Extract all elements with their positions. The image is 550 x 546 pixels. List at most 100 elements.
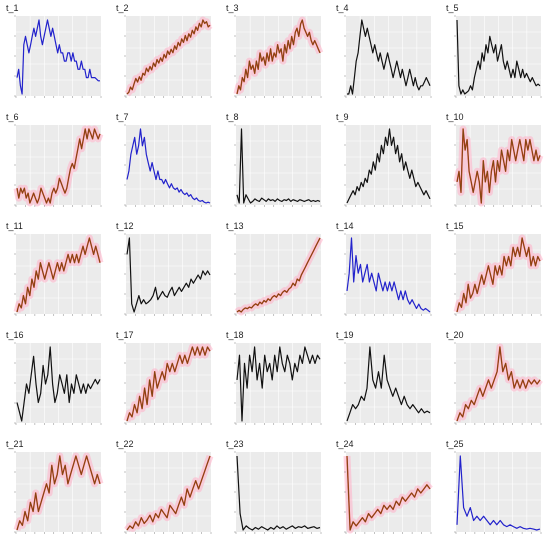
plot-area (124, 451, 214, 534)
panel-title: t_18 (226, 330, 244, 340)
panel-title: t_3 (226, 3, 239, 13)
panel-title: t_12 (116, 221, 134, 231)
panel-t_17: t_17 (110, 327, 220, 436)
plot-area (14, 342, 102, 425)
plot-area (453, 233, 544, 316)
series-line (456, 128, 541, 204)
plot-area (13, 451, 104, 534)
plot-area (234, 124, 322, 207)
series-line (346, 346, 431, 422)
panel-title: t_21 (6, 439, 24, 449)
panel-t_7: t_7 (110, 109, 220, 218)
series-line (236, 237, 321, 313)
panel-t_6: t_6 (0, 109, 110, 218)
plot-area (234, 451, 322, 534)
panel-title: t_11 (6, 221, 23, 231)
panel-title: t_23 (226, 439, 244, 449)
plot-area (124, 15, 213, 98)
plot-area (343, 451, 433, 534)
series-line (16, 455, 101, 531)
panel-t_14: t_14 (330, 218, 440, 327)
panel-t_20: t_20 (440, 327, 550, 436)
panel-title: t_4 (336, 3, 349, 13)
series-line (126, 19, 211, 95)
plot-area (453, 342, 543, 425)
panel-t_8: t_8 (220, 109, 330, 218)
panel-t_3: t_3 (220, 0, 330, 109)
panel-t_19: t_19 (330, 327, 440, 436)
panel-t_21: t_21 (0, 436, 110, 545)
panel-title: t_10 (446, 112, 464, 122)
panel-title: t_17 (116, 330, 134, 340)
plot-area (453, 124, 544, 207)
panel-title: t_25 (446, 439, 464, 449)
plot-area (344, 233, 432, 316)
panel-t_13: t_13 (220, 218, 330, 327)
series-line (456, 19, 541, 95)
series-line (236, 455, 321, 531)
plot-area (13, 124, 104, 207)
series-line (346, 128, 431, 204)
series-line (16, 19, 100, 95)
panel-title: t_13 (226, 221, 244, 231)
plot-area (233, 15, 324, 98)
plot-area (124, 124, 212, 207)
series-line (126, 455, 211, 531)
panel-title: t_14 (336, 221, 354, 231)
panel-t_24: t_24 (330, 436, 440, 545)
panel-title: t_16 (6, 330, 24, 340)
plot-area (124, 233, 212, 316)
plot-area (344, 124, 432, 207)
panel-t_18: t_18 (220, 327, 330, 436)
panel-t_2: t_2 (110, 0, 220, 109)
panel-title: t_6 (6, 112, 19, 122)
panel-title: t_5 (446, 3, 459, 13)
panel-title: t_2 (116, 3, 129, 13)
plot-area (454, 15, 542, 98)
panel-title: t_8 (226, 112, 239, 122)
panel-title: t_22 (116, 439, 134, 449)
series-line (236, 128, 321, 204)
plot-area (234, 233, 324, 316)
panel-title: t_20 (446, 330, 464, 340)
series-line (16, 346, 101, 422)
series-line (236, 346, 321, 422)
panel-t_16: t_16 (0, 327, 110, 436)
series-line (456, 346, 541, 422)
plot-area (13, 233, 104, 316)
panel-title: t_7 (116, 112, 129, 122)
series-line (456, 237, 541, 313)
panel-t_1: t_1 (0, 0, 110, 109)
panel-t_11: t_11 (0, 218, 110, 327)
series-line (16, 237, 101, 313)
series-line (236, 19, 321, 95)
panel-t_15: t_15 (440, 218, 550, 327)
panel-t_12: t_12 (110, 218, 220, 327)
series-line (456, 455, 541, 531)
panel-t_10: t_10 (440, 109, 550, 218)
panel-title: t_19 (336, 330, 354, 340)
panel-title: t_9 (336, 112, 349, 122)
panel-t_23: t_23 (220, 436, 330, 545)
panel-title: t_15 (446, 221, 464, 231)
panel-t_25: t_25 (440, 436, 550, 545)
panel-title: t_1 (6, 3, 19, 13)
series-line (16, 128, 101, 204)
series-line (346, 237, 431, 313)
panel-t_22: t_22 (110, 436, 220, 545)
panel-t_4: t_4 (330, 0, 440, 109)
plot-area (14, 15, 102, 98)
plot-area (454, 451, 542, 534)
plot-area (344, 15, 432, 98)
series-line (347, 19, 431, 95)
plot-area (344, 342, 432, 425)
panel-title: t_24 (336, 439, 354, 449)
panel-t_5: t_5 (440, 0, 550, 109)
series-line (126, 346, 211, 422)
panel-t_9: t_9 (330, 109, 440, 218)
plot-area (234, 342, 322, 425)
series-line (126, 128, 211, 204)
series-line (126, 237, 211, 313)
series-line (346, 455, 431, 531)
